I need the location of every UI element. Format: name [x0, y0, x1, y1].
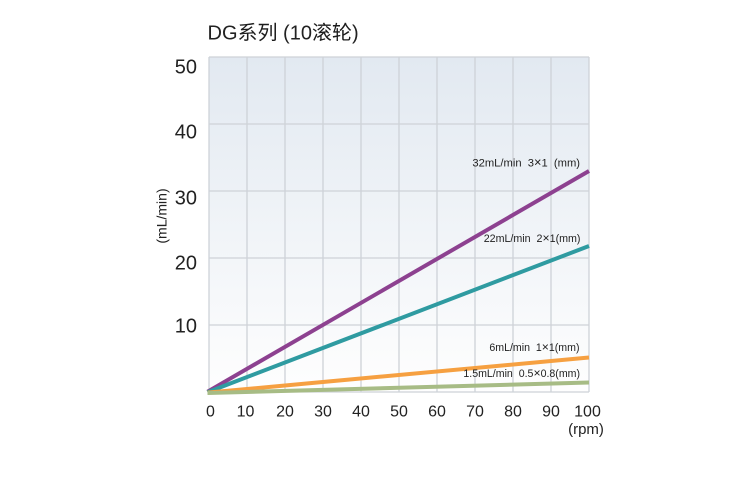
svg-text:20: 20 — [175, 253, 197, 275]
svg-text:22mL/min 2×1(mm): 22mL/min 2×1(mm) — [484, 231, 581, 245]
svg-text:40: 40 — [175, 122, 197, 144]
svg-text:10: 10 — [175, 316, 197, 338]
svg-text:1.5mL/min 0.5×0.8(mm): 1.5mL/min 0.5×0.8(mm) — [463, 366, 580, 380]
svg-text:DG: DG — [208, 23, 238, 45]
svg-text:40: 40 — [352, 404, 370, 421]
svg-text:(10: (10 — [283, 23, 312, 45]
svg-text:90: 90 — [542, 404, 560, 421]
svg-text:20: 20 — [276, 404, 294, 421]
svg-text:60: 60 — [428, 404, 446, 421]
svg-text:6mL/min 1×1(mm): 6mL/min 1×1(mm) — [489, 340, 579, 354]
svg-text:): ) — [352, 23, 359, 45]
svg-text:30: 30 — [175, 188, 197, 210]
svg-text:0: 0 — [206, 404, 215, 421]
svg-text:10: 10 — [237, 404, 255, 421]
svg-text:70: 70 — [466, 404, 484, 421]
svg-text:80: 80 — [504, 404, 522, 421]
svg-text:(rpm): (rpm) — [568, 421, 604, 438]
svg-text:50: 50 — [175, 57, 197, 79]
svg-text:32mL/min 3×1 (mm): 32mL/min 3×1 (mm) — [472, 155, 580, 170]
svg-text:(mL/min): (mL/min) — [153, 188, 169, 243]
svg-text:100: 100 — [574, 404, 601, 421]
svg-text:50: 50 — [390, 404, 408, 421]
svg-text:30: 30 — [314, 404, 332, 421]
